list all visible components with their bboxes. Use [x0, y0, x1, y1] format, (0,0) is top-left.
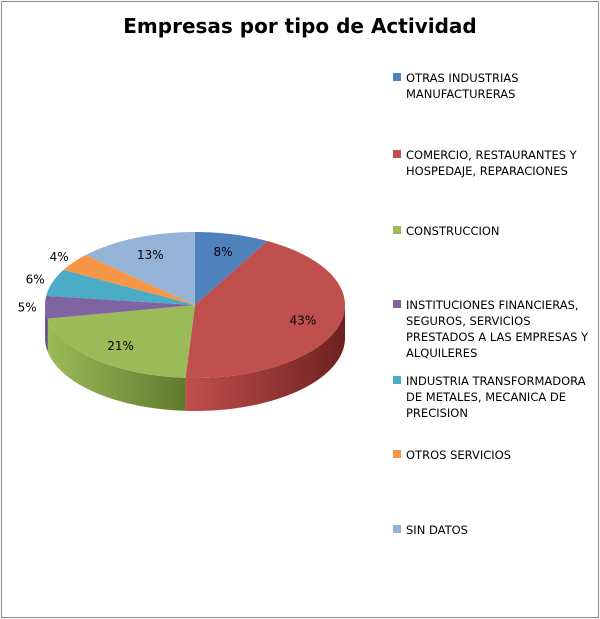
pie-slice [46, 269, 196, 305]
legend-swatch [393, 300, 401, 308]
pie-slice [63, 255, 195, 305]
slice-data-label: 5% [18, 301, 37, 315]
pie-slice [45, 295, 195, 319]
pie-slice-side [47, 318, 186, 411]
slice-data-label: 13% [137, 248, 164, 262]
legend-label: OTRAS INDUSTRIAS MANUFACTURERAS [406, 71, 519, 101]
legend-label: INDUSTRIA TRANSFORMADORA DE METALES, MEC… [406, 374, 586, 420]
legend-swatch [393, 376, 401, 384]
legend-label: OTROS SERVICIOS [406, 448, 512, 462]
legend-label: COMERCIO, RESTAURANTES Y HOSPEDAJE, REPA… [406, 148, 577, 178]
legend-swatch [393, 525, 401, 533]
legend-swatch [393, 73, 401, 81]
slice-data-label: 43% [290, 313, 317, 327]
legend-label: CONSTRUCCION [406, 224, 500, 238]
pie-slice-side [185, 305, 345, 411]
legend-swatch [393, 450, 401, 458]
slice-data-label: 4% [50, 250, 69, 264]
pie-slice [185, 241, 345, 378]
pie-slice-side [45, 305, 48, 352]
legend-label: SIN DATOS [406, 523, 468, 537]
pie-slice [47, 305, 195, 378]
pie-slice [195, 232, 268, 305]
legend-swatch [393, 226, 401, 234]
slice-data-label: 6% [26, 273, 45, 287]
slice-data-label: 21% [107, 339, 134, 353]
pie-slice [85, 232, 195, 305]
chart-title: Empresas por tipo de Actividad [123, 14, 477, 38]
legend-label: INSTITUCIONES FINANCIERAS, SEGUROS, SERV… [406, 298, 589, 360]
legend-swatch [393, 150, 401, 158]
slice-data-label: 8% [213, 245, 232, 259]
